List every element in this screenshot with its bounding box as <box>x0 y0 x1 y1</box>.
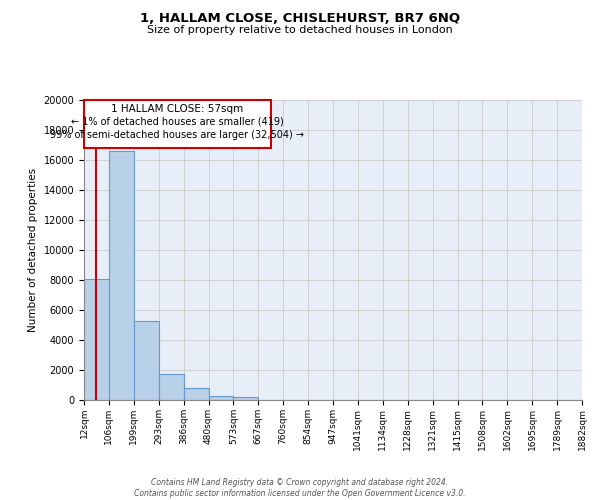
Text: 1, HALLAM CLOSE, CHISLEHURST, BR7 6NQ: 1, HALLAM CLOSE, CHISLEHURST, BR7 6NQ <box>140 12 460 26</box>
Text: Size of property relative to detached houses in London: Size of property relative to detached ho… <box>147 25 453 35</box>
Bar <box>134 320 159 400</box>
Bar <box>184 388 209 400</box>
Text: Contains HM Land Registry data © Crown copyright and database right 2024.
Contai: Contains HM Land Registry data © Crown c… <box>134 478 466 498</box>
FancyBboxPatch shape <box>84 100 271 148</box>
Text: 1 HALLAM CLOSE: 57sqm: 1 HALLAM CLOSE: 57sqm <box>111 104 244 115</box>
Bar <box>84 278 109 400</box>
Y-axis label: Number of detached properties: Number of detached properties <box>28 168 38 332</box>
Text: 99% of semi-detached houses are larger (32,504) →: 99% of semi-detached houses are larger (… <box>50 130 304 140</box>
Bar <box>233 397 259 400</box>
Bar <box>209 396 233 400</box>
Text: ← 1% of detached houses are smaller (419): ← 1% of detached houses are smaller (419… <box>71 116 284 126</box>
Bar <box>109 151 134 400</box>
Bar <box>159 374 184 400</box>
